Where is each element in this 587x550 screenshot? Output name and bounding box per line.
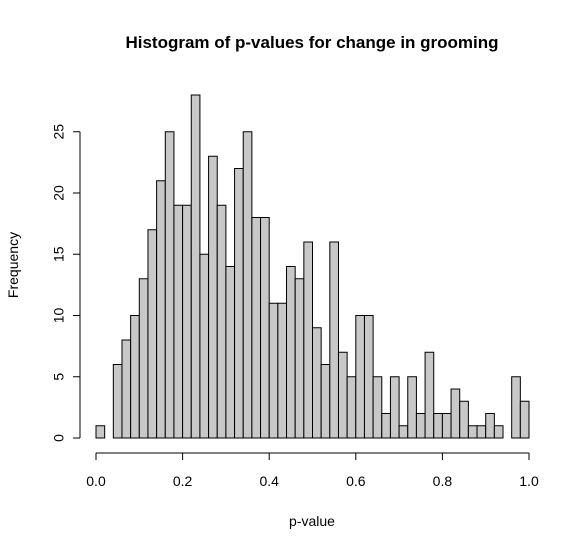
histogram-bar — [459, 400, 469, 439]
histogram-bar — [485, 413, 495, 439]
histogram-bar — [467, 425, 478, 439]
histogram-bar — [294, 278, 305, 439]
histogram-bar — [441, 413, 452, 439]
histogram-bar — [268, 302, 279, 439]
y-axis-label: Frequency — [5, 232, 21, 298]
histogram-bar — [355, 315, 365, 439]
histogram-bar — [372, 376, 383, 439]
histogram-bar — [277, 302, 288, 439]
histogram-bar — [519, 400, 530, 439]
y-tick-label: 0 — [51, 434, 67, 442]
histogram-bar — [476, 425, 487, 439]
histogram-bar — [182, 204, 192, 439]
histogram-bar — [424, 351, 435, 439]
x-tick-label: 0.0 — [86, 473, 106, 489]
histogram-bar — [95, 425, 106, 439]
x-tick-label: 0.4 — [259, 473, 279, 489]
y-axis: 0 5 10 15 20 25 — [51, 124, 81, 442]
y-tick-label: 20 — [51, 185, 67, 201]
histogram-bar — [225, 266, 236, 439]
histogram-bar — [511, 376, 521, 439]
histogram-bar — [121, 339, 132, 439]
x-axis-label: p-value — [289, 513, 335, 529]
histogram-bar — [398, 425, 409, 439]
y-tick-label: 25 — [51, 124, 67, 140]
y-tick-label: 5 — [51, 373, 67, 381]
histogram-bar — [320, 364, 331, 439]
histogram-bar — [199, 253, 210, 439]
x-tick-label: 0.8 — [433, 473, 453, 489]
histogram-bar — [415, 413, 426, 439]
histogram-bar — [389, 376, 400, 439]
histogram-bar — [433, 413, 443, 439]
y-tick-label: 15 — [51, 246, 67, 262]
histogram-bar — [346, 376, 357, 439]
x-tick-label: 1.0 — [519, 473, 539, 489]
histogram-bar — [312, 327, 322, 439]
histogram-bar — [251, 217, 262, 439]
histogram-bar — [363, 315, 374, 439]
x-axis: 0.0 0.2 0.4 0.6 0.8 1.0 — [86, 452, 539, 489]
histogram-bar — [208, 155, 218, 439]
histogram-bar — [234, 168, 244, 439]
histogram-bar — [190, 94, 201, 439]
histogram-bar — [303, 241, 313, 439]
histogram-bar — [173, 204, 184, 439]
histogram-bar — [216, 204, 227, 439]
x-tick-label: 0.6 — [346, 473, 366, 489]
histogram-bar — [493, 425, 504, 439]
histogram-bar — [337, 351, 348, 439]
bars-group — [95, 94, 530, 439]
histogram-bar — [242, 131, 253, 439]
histogram-bar — [138, 278, 149, 439]
histogram-bar — [286, 266, 296, 439]
x-tick-label: 0.2 — [173, 473, 193, 489]
histogram-bar — [164, 131, 175, 439]
histogram-bar — [147, 229, 158, 439]
histogram-bar — [260, 217, 270, 439]
histogram-bar — [450, 388, 461, 439]
histogram-bar — [112, 364, 123, 439]
histogram-bar — [130, 315, 140, 439]
histogram-bar — [407, 376, 417, 439]
chart-title: Histogram of p-values for change in groo… — [125, 33, 498, 52]
histogram-bar — [329, 241, 339, 439]
y-tick-label: 10 — [51, 308, 67, 324]
histogram-bar — [381, 413, 391, 439]
histogram-bar — [156, 180, 166, 439]
